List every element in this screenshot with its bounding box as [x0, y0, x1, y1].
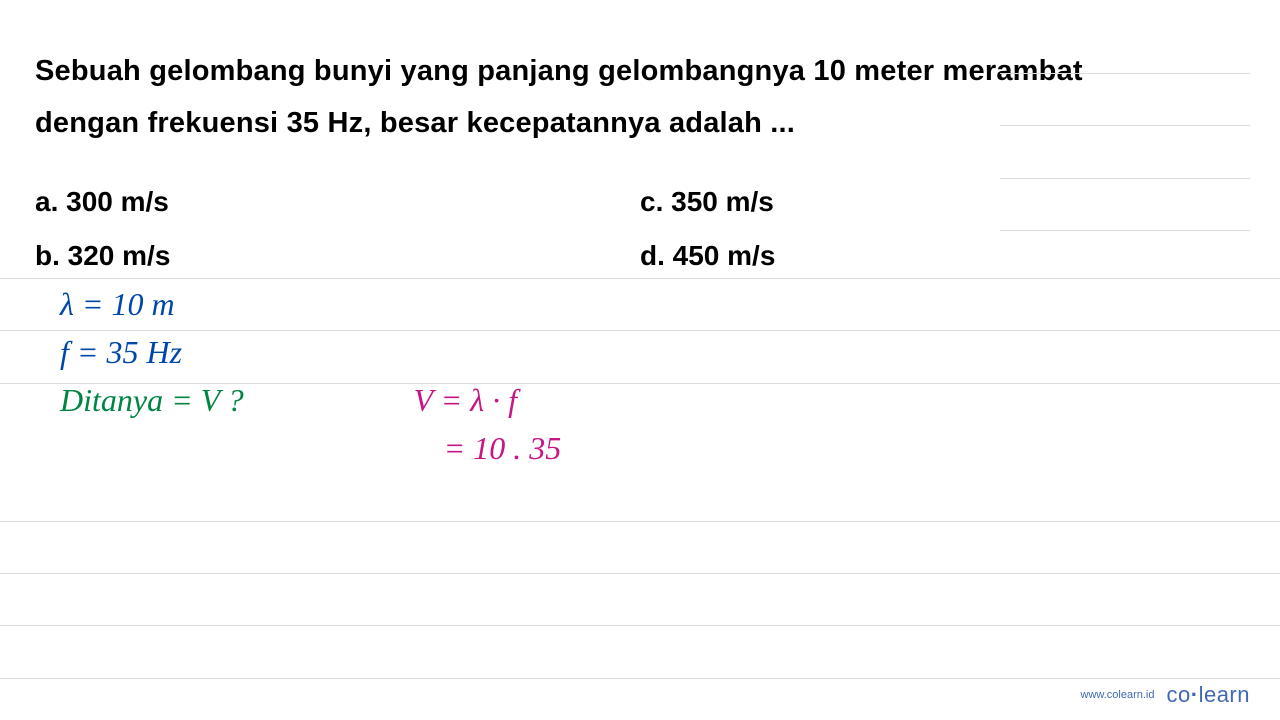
handwritten-frequency: f = 35 Hz [60, 328, 660, 376]
option-a: a. 300 m/s [35, 175, 640, 228]
ruled-line [0, 678, 1280, 679]
options-left-column: a. 300 m/s b. 320 m/s [35, 175, 640, 281]
footer-logo: co·learn [1167, 682, 1251, 708]
handwritten-calculation: = 10 . 35 [414, 424, 562, 472]
question-line-1: Sebuah gelombang bunyi yang panjang gelo… [35, 45, 1245, 97]
logo-dot: · [1191, 682, 1199, 707]
footer-url: www.colearn.id [1081, 689, 1155, 701]
options-right-column: c. 350 m/s d. 450 m/s [640, 175, 1245, 281]
footer: www.colearn.id co·learn [1081, 682, 1250, 708]
option-b: b. 320 m/s [35, 229, 640, 282]
option-c: c. 350 m/s [640, 175, 1245, 228]
options-container: a. 300 m/s b. 320 m/s c. 350 m/s d. 450 … [35, 175, 1245, 281]
ruled-line [0, 625, 1280, 626]
logo-co: co [1167, 682, 1191, 707]
option-d: d. 450 m/s [640, 229, 1245, 282]
ruled-line [0, 573, 1280, 574]
handwritten-solution: V = λ · f = 10 . 35 [414, 376, 562, 472]
handwritten-lambda: λ = 10 m [60, 280, 660, 328]
logo-learn: learn [1199, 682, 1250, 707]
handwritten-ditanya: Ditanya = V ? [60, 376, 244, 424]
handwritten-formula: V = λ · f [414, 376, 562, 424]
handwritten-work: λ = 10 m f = 35 Hz Ditanya = V ? V = λ ·… [60, 280, 660, 472]
ruled-line [0, 521, 1280, 522]
question-line-2: dengan frekuensi 35 Hz, besar kecepatann… [35, 97, 1245, 149]
content-area: Sebuah gelombang bunyi yang panjang gelo… [0, 0, 1280, 282]
